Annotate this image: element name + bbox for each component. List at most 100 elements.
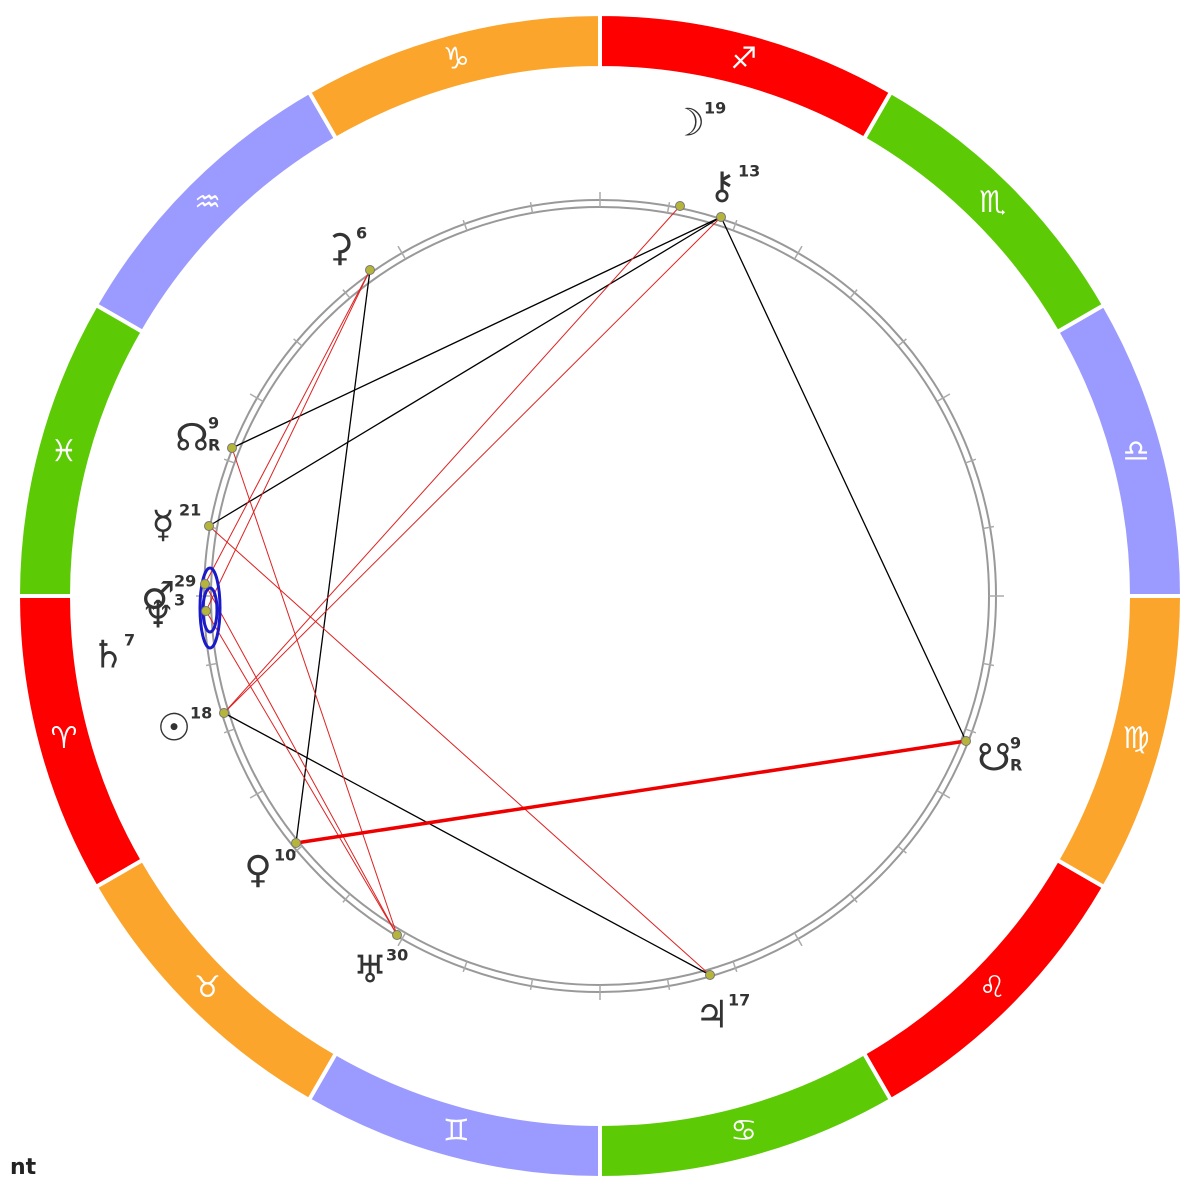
aspect-line — [231, 447, 398, 936]
tick — [666, 978, 671, 991]
planet-dot — [365, 265, 375, 275]
tick — [342, 893, 351, 903]
aspect-line — [204, 583, 398, 936]
tick — [982, 525, 995, 530]
planet-dot — [716, 212, 726, 222]
zodiac-glyph: ♎ — [1123, 434, 1150, 469]
planet-degree: 17 — [728, 991, 750, 1010]
aspect-line — [223, 216, 722, 714]
tick — [397, 245, 407, 260]
planet-degree: 21 — [179, 501, 201, 520]
planets: ☽19⚷ 13⚳ 6☊ 9R☿ 21♂29♆3♄7☉18♀ 10♅30♃17☋ 9R — [91, 99, 1022, 1037]
planet-glyph: ♂ — [141, 574, 175, 618]
tick — [732, 961, 738, 973]
tick — [897, 338, 907, 347]
planet-degree: 19 — [704, 99, 726, 118]
tick — [965, 458, 977, 464]
planet-degree: 18 — [190, 704, 212, 723]
tick — [223, 458, 235, 464]
tick — [793, 932, 803, 947]
planet-glyph: ☽ — [671, 101, 705, 145]
planet-dot — [675, 201, 685, 211]
aspect-line — [208, 525, 711, 976]
planet-degree: 6 — [356, 224, 367, 243]
zodiac-glyph: ♏ — [979, 185, 1006, 220]
zodiac-glyph: ♍ — [1123, 721, 1150, 756]
tick — [936, 393, 951, 403]
aspect-line — [295, 269, 371, 844]
planet-dot — [201, 606, 211, 616]
tick — [936, 789, 951, 799]
tick — [293, 338, 303, 347]
zodiac-ring: ♑ ♒ ♓ ♈ ♉ ♊ ♋ ♌ ♍ ♎ ♏ ♐ — [15, 11, 1185, 1181]
tick — [793, 245, 803, 260]
tick — [732, 219, 738, 231]
tick — [666, 201, 671, 214]
planet-degree: 9 — [208, 414, 219, 433]
planet-degree: 7 — [124, 631, 135, 650]
retrograde-mark: R — [208, 436, 220, 455]
aspect-line — [720, 216, 967, 742]
planet-glyph: ♄ — [91, 633, 125, 677]
planet-glyph: ☿ — [151, 503, 174, 547]
tick — [249, 789, 264, 799]
planet-degree: 13 — [738, 162, 760, 181]
planet-dot — [227, 443, 237, 453]
planet-dot — [200, 579, 210, 589]
zodiac-glyph: ♒ — [194, 185, 221, 220]
zodiac-glyph: ♐ — [730, 41, 757, 76]
planet-dot — [291, 838, 301, 848]
tick — [397, 932, 407, 947]
tick — [342, 289, 351, 299]
tick — [223, 728, 235, 734]
planet-glyph: ♆ — [141, 593, 175, 637]
planet-glyph: ⚳ — [326, 226, 354, 270]
zodiac-glyph: ♊ — [443, 1114, 470, 1149]
planet-degree: 30 — [386, 946, 408, 965]
zodiac-glyph: ♉ — [194, 970, 221, 1005]
planet-glyph: ⚷ — [708, 164, 736, 208]
aspect-line — [205, 269, 371, 612]
tick — [462, 961, 468, 973]
tick — [529, 201, 534, 214]
retrograde-mark: R — [1010, 756, 1022, 775]
aspect-line — [223, 205, 681, 714]
zodiac-glyph: ♑ — [443, 41, 470, 76]
zodiac-segment — [598, 11, 894, 142]
planet-dot — [204, 521, 214, 531]
planet-degree: 29 — [174, 572, 196, 591]
planet-degree: 10 — [274, 846, 296, 865]
conjunction-ellipse — [198, 566, 222, 650]
planet-glyph: ☉ — [157, 706, 191, 750]
zodiac-segment — [15, 302, 146, 598]
planet-dot — [392, 930, 402, 940]
aspect-line — [204, 269, 371, 585]
aspect-line — [295, 739, 967, 845]
tick — [849, 289, 858, 299]
tick — [293, 845, 303, 854]
tick — [205, 662, 218, 667]
tick — [529, 978, 534, 991]
aspect-lines — [204, 205, 967, 976]
tick — [249, 393, 264, 403]
aspect-line — [223, 712, 711, 976]
aspect-line — [205, 610, 398, 936]
planet-degree: 3 — [174, 591, 185, 610]
zodiac-segment — [1054, 594, 1185, 890]
degree-ticks — [196, 192, 1004, 1000]
aspect-line — [231, 216, 722, 449]
planet-dot — [705, 970, 715, 980]
zodiac-glyph: ♓ — [50, 434, 77, 469]
planet-dot — [219, 708, 229, 718]
planet-dot — [961, 736, 971, 746]
footer-text: nt — [10, 1155, 37, 1180]
tick — [897, 845, 907, 854]
planet-glyph: ☋ — [977, 736, 1011, 780]
zodiac-glyph: ♌ — [979, 970, 1006, 1005]
tick — [849, 893, 858, 903]
aspect-line — [208, 216, 722, 527]
tick — [982, 662, 995, 667]
planet-degree: 9 — [1010, 734, 1021, 753]
tick — [462, 219, 468, 231]
